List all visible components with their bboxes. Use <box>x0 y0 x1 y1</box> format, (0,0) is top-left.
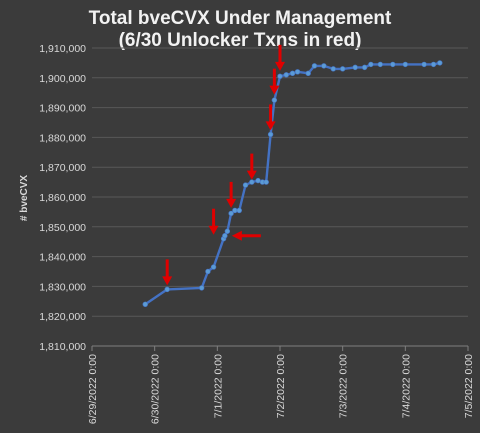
x-tick-label: 7/5/2022 0:00 <box>463 354 475 418</box>
data-point <box>283 72 289 78</box>
red-arrow-icon <box>275 44 285 71</box>
data-point <box>294 69 301 75</box>
unlocker-arrows <box>162 44 285 286</box>
data-point <box>430 61 437 68</box>
x-tick-label: 6/29/2022 0:00 <box>87 354 99 424</box>
y-tick-label: 1,880,000 <box>39 132 86 144</box>
x-tick-label: 7/2/2022 0:00 <box>275 354 287 418</box>
y-tick-label: 1,830,000 <box>39 281 86 293</box>
x-tick-label: 7/3/2022 0:00 <box>338 354 350 418</box>
data-point <box>249 179 255 185</box>
data-point <box>242 182 249 188</box>
red-arrow-icon <box>265 104 276 131</box>
data-point <box>198 285 205 291</box>
data-point <box>402 61 409 68</box>
data-point <box>255 177 261 184</box>
red-arrow-icon <box>246 153 257 180</box>
red-arrow-icon <box>269 68 280 95</box>
data-point <box>164 286 170 293</box>
series-line <box>144 61 441 306</box>
x-tick-label: 6/30/2022 0:00 <box>150 354 162 424</box>
y-axis-ticks: 1,810,000 1,820,000 1,830,000 1,840,000 1,85… <box>39 43 86 353</box>
data-point <box>142 301 148 307</box>
y-tick-label: 1,860,000 <box>39 192 86 204</box>
series-markers <box>142 60 443 307</box>
red-arrow-icon <box>226 181 237 208</box>
data-point <box>377 61 383 68</box>
data-point <box>330 66 336 72</box>
data-point <box>224 228 231 234</box>
x-axis-ticks: 6/29/2022 0:00 6/30/2022 0:00 7/1/2022 0:0… <box>87 346 475 424</box>
data-point <box>263 179 269 185</box>
data-point <box>205 268 211 275</box>
y-tick-label: 1,850,000 <box>39 222 86 234</box>
red-arrow-icon <box>231 230 261 241</box>
y-tick-label: 1,900,000 <box>39 73 86 85</box>
red-arrow-icon <box>162 259 173 286</box>
data-point <box>321 63 327 69</box>
data-point <box>421 61 427 68</box>
x-tick-label: 7/4/2022 0:00 <box>400 354 412 418</box>
data-point <box>437 60 443 66</box>
data-point <box>222 233 228 239</box>
y-tick-label: 1,910,000 <box>39 43 86 55</box>
y-tick-label: 1,810,000 <box>39 341 86 353</box>
chart-title-line2: (6/30 Unlocker Txns in red) <box>119 30 362 51</box>
y-tick-label: 1,870,000 <box>39 162 86 174</box>
series-path <box>144 61 441 306</box>
data-point <box>352 64 358 71</box>
data-point <box>339 66 346 72</box>
y-axis-label: # bveCVX <box>19 175 30 221</box>
data-point <box>361 64 368 71</box>
data-point <box>305 70 311 77</box>
data-point <box>289 70 296 77</box>
data-point <box>277 73 283 80</box>
y-tick-label: 1,840,000 <box>39 252 86 264</box>
data-point <box>228 210 234 217</box>
data-point <box>267 131 274 138</box>
chart-title-line1: Total bveCVX Under Management <box>89 8 392 29</box>
data-point <box>271 97 278 103</box>
data-point <box>210 264 217 270</box>
data-point <box>368 61 374 68</box>
red-arrow-icon <box>208 208 219 235</box>
y-tick-label: 1,890,000 <box>39 103 86 115</box>
data-point <box>390 61 396 68</box>
data-point <box>232 207 238 214</box>
y-tick-label: 1,820,000 <box>39 311 86 323</box>
data-point <box>311 63 318 69</box>
x-tick-label: 7/1/2022 0:00 <box>212 354 224 418</box>
data-point <box>236 207 242 214</box>
